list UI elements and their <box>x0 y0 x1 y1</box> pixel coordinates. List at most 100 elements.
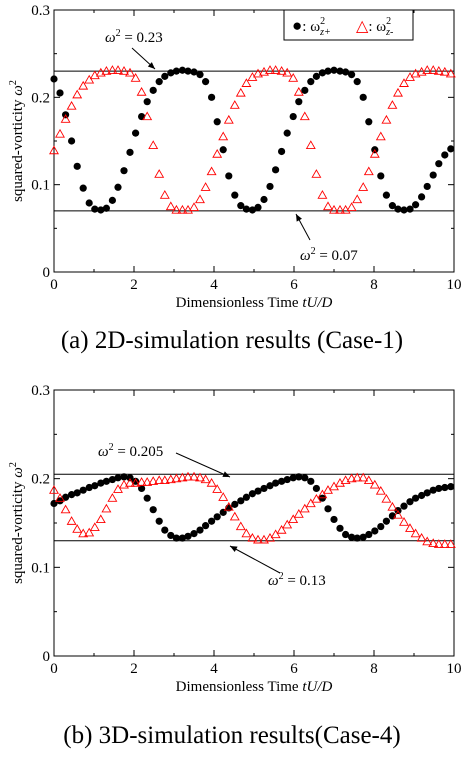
data-point-triangle <box>381 114 392 124</box>
data-point-triangle <box>241 78 252 87</box>
reference-arrowhead <box>222 471 230 477</box>
data-point-triangle <box>305 140 316 149</box>
data-point-triangle <box>410 68 421 78</box>
data-point-triangle <box>229 511 240 521</box>
data-point-triangle <box>49 145 59 155</box>
caption-a: (a) 2D-simulation results (Case-1) <box>60 327 404 354</box>
data-point-circle <box>108 475 116 484</box>
data-point-circle <box>184 532 192 540</box>
data-point-triangle <box>78 528 89 538</box>
data-point-circle <box>307 477 315 485</box>
data-point-circle <box>208 93 216 101</box>
data-point-triangle <box>381 493 392 503</box>
data-point-triangle <box>66 100 77 110</box>
data-point-circle <box>423 182 431 191</box>
data-point-circle <box>56 89 64 97</box>
data-point-triangle <box>235 87 246 97</box>
data-point-triangle <box>393 87 403 97</box>
data-point-triangle <box>55 128 65 138</box>
x-tick-label: 8 <box>370 277 378 293</box>
data-point-triangle <box>247 532 258 542</box>
data-point-triangle <box>101 66 112 75</box>
data-point-triangle <box>352 194 363 204</box>
chart-panel-b: 0 2 4 6 8 10 0 0.1 0.2 0.3 Dimensionless Time tU/D… <box>0 380 464 758</box>
data-point-circle <box>62 493 70 501</box>
x-tick-label: 2 <box>130 277 138 293</box>
data-point-triangle <box>410 528 421 538</box>
data-point-circle <box>178 66 186 74</box>
data-point-circle <box>260 484 268 493</box>
x-tick-label: 6 <box>290 661 298 677</box>
reference-line-label: ω2 = 0.13 <box>268 571 326 589</box>
data-point-triangle <box>142 477 153 486</box>
data-point-triangle <box>125 67 135 77</box>
data-point-circle <box>248 490 256 498</box>
series-0 <box>50 66 455 214</box>
data-point-triangle <box>113 484 123 493</box>
y-axis-label-sup: 2 <box>8 462 19 467</box>
data-point-triangle <box>416 532 427 542</box>
data-point-triangle <box>177 472 188 482</box>
legend: ●: ω2 z+ △: ω2 z- <box>283 9 414 41</box>
data-point-circle <box>114 474 122 482</box>
data-point-triangle <box>171 473 182 483</box>
data-point-triangle <box>299 111 310 121</box>
data-point-triangle <box>142 111 153 121</box>
plot-frame <box>53 9 455 273</box>
x-tick-label: 2 <box>130 661 138 677</box>
x-tick-label: 10 <box>447 277 462 293</box>
data-point-circle <box>412 494 420 502</box>
data-point-circle <box>73 489 81 497</box>
data-point-triangle <box>293 86 304 96</box>
data-point-circle <box>237 202 245 210</box>
data-point-triangle <box>422 65 433 74</box>
data-point-triangle <box>433 66 444 75</box>
data-point-circle <box>68 491 76 499</box>
open-triangle-icon: △ <box>356 18 369 35</box>
data-point-triangle <box>445 68 456 78</box>
data-point-circle <box>126 474 134 482</box>
data-point-circle <box>102 477 110 485</box>
data-point-triangle <box>206 166 217 176</box>
data-point-circle <box>435 484 443 493</box>
data-point-triangle <box>259 534 269 544</box>
data-point-circle <box>382 191 390 199</box>
data-point-circle <box>330 66 338 74</box>
data-point-triangle <box>183 204 193 214</box>
data-point-circle <box>68 137 76 145</box>
data-point-triangle <box>346 202 357 211</box>
data-point-triangle <box>148 140 159 149</box>
data-point-circle <box>242 493 250 501</box>
y-axis-label: squared-vorticity ω2 <box>8 80 26 202</box>
data-point-triangle <box>195 194 205 204</box>
y-axis-label-var: ω <box>10 467 26 478</box>
data-point-triangle <box>311 493 322 503</box>
data-point-triangle <box>399 78 409 87</box>
x-axis-label: Dimensionless Time tU/D <box>176 295 333 311</box>
data-point-triangle <box>125 477 135 487</box>
data-point-circle <box>441 151 449 159</box>
data-point-circle <box>91 482 99 490</box>
data-point-circle <box>178 534 186 542</box>
data-point-triangle <box>136 86 147 96</box>
data-point-triangle <box>165 474 176 484</box>
reference-arrowhead <box>296 214 302 222</box>
data-point-circle <box>353 534 361 542</box>
data-point-circle <box>219 146 227 154</box>
data-point-circle <box>336 67 344 75</box>
data-point-circle <box>382 517 390 525</box>
data-point-triangle <box>165 201 176 211</box>
data-point-circle <box>447 145 455 153</box>
data-point-triangle <box>218 131 229 141</box>
data-point-circle <box>342 68 350 76</box>
data-point-circle <box>435 160 443 168</box>
y-tick-label: 0.2 <box>31 90 50 106</box>
data-point-triangle <box>130 477 141 487</box>
data-point-circle <box>336 524 344 532</box>
data-point-circle <box>155 78 163 86</box>
data-point-triangle <box>369 479 380 489</box>
data-point-triangle <box>154 475 165 485</box>
data-point-circle <box>85 483 93 492</box>
data-point-triangle <box>428 65 439 74</box>
data-point-triangle <box>428 538 439 547</box>
